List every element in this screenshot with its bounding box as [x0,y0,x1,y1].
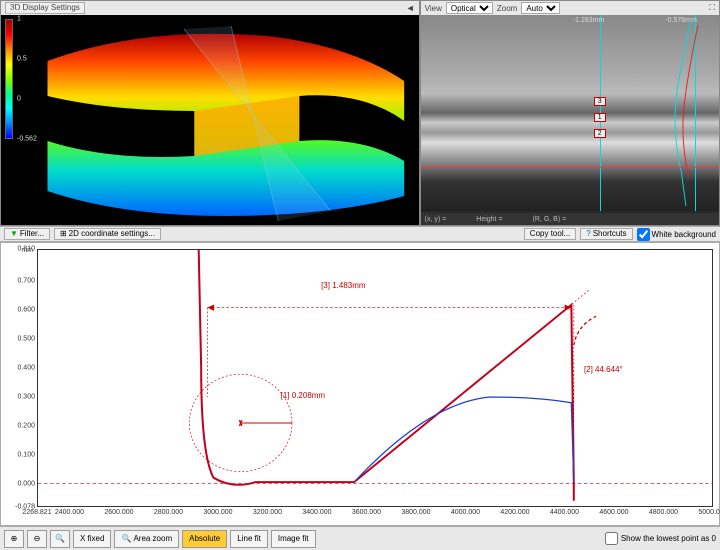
copy-tool-button[interactable]: Copy tool... [524,228,576,240]
collapse-icon[interactable]: ◄ [406,3,415,13]
panel-3d-display: 3D Display Settings ◄ 1.696mm 10.50-0.56… [0,0,420,226]
expand-icon[interactable]: ⛶ [709,3,715,13]
mid-toolbar: ▼Filter... ⊞2D coordinate settings... Co… [0,226,720,242]
show-lowest-check[interactable]: Show the lowest point as 0 [605,532,716,545]
annotation-3: [3] 1.483mm [321,281,365,290]
coord-settings-button[interactable]: ⊞2D coordinate settings... [54,228,161,240]
scale-gradient [5,19,13,139]
view-select[interactable]: Optical [446,2,493,14]
view-label: View [425,4,442,13]
annotation-2: [2] 44.644° [584,365,623,374]
image-fit-button[interactable]: Image fit [271,530,316,548]
zoom-select[interactable]: Auto [521,2,560,14]
status-height: Height = [476,216,502,223]
x-fixed-button[interactable]: X fixed [73,530,111,548]
shortcuts-button[interactable]: ?Shortcuts [580,228,632,240]
dim-left: -1.283mm [573,17,605,24]
header-optical: View Optical Zoom Auto ⛶ [421,1,719,15]
zoom-in-button[interactable]: ⊕ [4,530,24,548]
bottom-toolbar: ⊕ ⊖ 🔍 X fixed 🔍Area zoom Absolute Line f… [0,526,720,550]
optical-status-bar: (x, y) = Height = (R, G, B) = [421,213,719,225]
profile-panel: mm 0.8100.7000.6000.5000.4000.3000.2000.… [0,242,720,526]
optical-image[interactable]: -1.283mm -0.576mm 312 [421,15,719,211]
color-scale: 1.696mm 10.50-0.562 [5,19,19,159]
line-fit-button[interactable]: Line fit [230,530,268,548]
zoom-reset-button[interactable]: 🔍 [50,530,70,548]
header-3d: 3D Display Settings ◄ [1,1,419,15]
x-axis: 2268.8212400.0002600.0002800.0003000.000… [37,509,713,523]
render-3d-surface[interactable] [37,21,415,221]
panel-optical-view: View Optical Zoom Auto ⛶ -1.283mm -0.576… [420,0,720,226]
filter-button[interactable]: ▼Filter... [4,228,50,240]
status-xy: (x, y) = [425,216,447,223]
y-axis: mm 0.8100.7000.6000.5000.4000.3000.2000.… [1,249,37,507]
area-zoom-button[interactable]: 🔍Area zoom [114,530,179,548]
white-bg-check[interactable]: White background [637,228,716,241]
zoom-out-button[interactable]: ⊖ [27,530,47,548]
profile-chart[interactable]: [1] 0.208mm [2] 44.644° [3] 1.483mm [37,249,713,507]
annotation-1: [1] 0.208mm [281,391,325,400]
status-rgb: (R, G, B) = [533,216,567,223]
zoom-label: Zoom [497,4,517,13]
absolute-button[interactable]: Absolute [182,530,227,548]
